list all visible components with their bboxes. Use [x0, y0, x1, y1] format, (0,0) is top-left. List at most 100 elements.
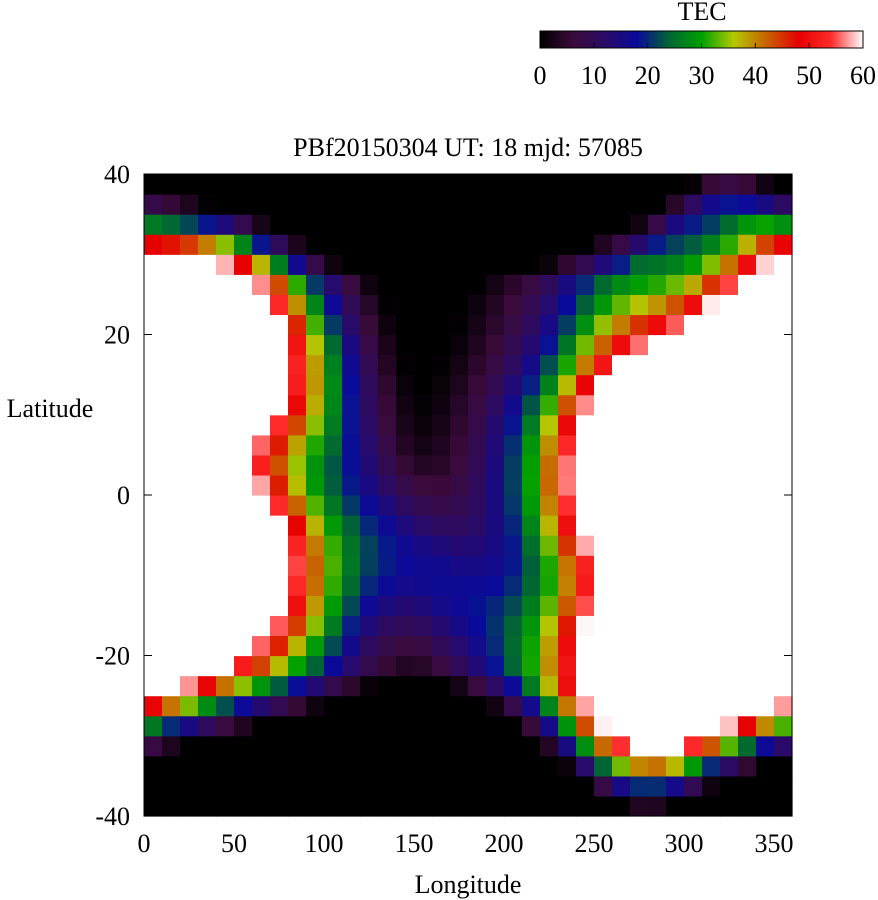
heatmap-cell [198, 555, 217, 576]
heatmap-cell [648, 595, 667, 616]
heatmap-cell [414, 755, 433, 777]
heatmap-cell [648, 735, 667, 757]
heatmap-cell [288, 454, 307, 476]
heatmap-cell [486, 615, 505, 637]
x-tick-label: 0 [138, 829, 151, 858]
heatmap-cell [630, 294, 649, 316]
heatmap-cell [666, 615, 685, 637]
heatmap-cell [684, 214, 703, 235]
heatmap-cell [594, 635, 613, 657]
heatmap-cell [216, 454, 235, 476]
heatmap-cell [756, 515, 775, 536]
heatmap-cell [360, 334, 379, 356]
heatmap-cell [342, 394, 361, 416]
heatmap-cell [324, 314, 343, 336]
heatmap-cell [648, 575, 667, 596]
heatmap-cell [684, 675, 703, 697]
heatmap-cell [648, 354, 667, 376]
heatmap-cell [378, 454, 397, 476]
heatmap-cell [594, 675, 613, 697]
heatmap-cell [522, 214, 541, 235]
heatmap-cell [360, 615, 379, 637]
heatmap-cell [702, 595, 721, 616]
heatmap-cell [306, 675, 325, 697]
heatmap-cell [594, 595, 613, 616]
heatmap-cell [162, 735, 181, 757]
heatmap-cell [702, 354, 721, 376]
heatmap-cell [594, 214, 613, 235]
heatmap-cell [684, 595, 703, 616]
heatmap-cell [576, 314, 595, 336]
heatmap-cell [234, 515, 253, 536]
heatmap-cell [468, 595, 487, 616]
heatmap-cell [378, 294, 397, 316]
heatmap-cell [684, 374, 703, 396]
heatmap-cell [684, 655, 703, 677]
heatmap-cell [306, 314, 325, 336]
heatmap-cell [720, 394, 739, 416]
heatmap-cell [216, 434, 235, 456]
heatmap-cell [378, 775, 397, 797]
heatmap-cell [162, 795, 181, 817]
heatmap-cell [144, 474, 163, 496]
heatmap-cell [432, 294, 451, 316]
heatmap-cell [342, 655, 361, 677]
heatmap-cell [288, 575, 307, 596]
heatmap-cell [720, 474, 739, 496]
heatmap-cell [450, 194, 469, 215]
heatmap-cell [738, 474, 757, 496]
heatmap-cell [414, 775, 433, 797]
heatmap-cell [738, 795, 757, 817]
heatmap-cell [558, 194, 577, 215]
heatmap-cell [594, 575, 613, 596]
y-tick-label: 20 [104, 321, 130, 350]
heatmap-cell [414, 515, 433, 536]
heatmap-cell [558, 314, 577, 336]
heatmap-cell [522, 555, 541, 576]
heatmap-cell [234, 655, 253, 677]
heatmap-cell [324, 454, 343, 476]
heatmap-cell [288, 655, 307, 677]
heatmap-cell [504, 214, 523, 235]
heatmap-cell [738, 314, 757, 336]
heatmap-cell [774, 294, 793, 316]
heatmap-cell [432, 194, 451, 215]
heatmap-cell [576, 354, 595, 376]
heatmap-cell [414, 655, 433, 677]
heatmap-cell [288, 294, 307, 316]
heatmap-cell [774, 414, 793, 436]
heatmap-cell [774, 615, 793, 637]
heatmap-cell [504, 334, 523, 356]
heatmap-cell [414, 354, 433, 376]
heatmap-cell [774, 334, 793, 356]
heatmap-cell [414, 414, 433, 436]
heatmap-cell [558, 334, 577, 356]
heatmap-cell [612, 174, 631, 195]
heatmap-cell [504, 474, 523, 496]
heatmap-cell [738, 755, 757, 777]
heatmap-cell [684, 334, 703, 356]
heatmap-cell [756, 454, 775, 476]
heatmap-cell [378, 254, 397, 275]
colorbar-tick-label: 10 [581, 61, 607, 90]
heatmap-cell [306, 795, 325, 817]
heatmap-cell [144, 374, 163, 396]
heatmap-cell [180, 454, 199, 476]
heatmap-cell [612, 314, 631, 336]
heatmap-cell [144, 535, 163, 556]
heatmap-cell [324, 635, 343, 657]
heatmap-cell [450, 675, 469, 697]
heatmap-cell [540, 194, 559, 215]
heatmap-cell [540, 695, 559, 717]
heatmap-cell [288, 795, 307, 817]
heatmap-cell [360, 314, 379, 336]
heatmap-cell [450, 434, 469, 456]
heatmap-cell [738, 454, 757, 476]
heatmap-cell [432, 414, 451, 436]
heatmap-cell [522, 334, 541, 356]
heatmap-cell [450, 234, 469, 255]
heatmap-cell [144, 274, 163, 295]
heatmap-cell [522, 454, 541, 476]
heatmap-cell [216, 555, 235, 576]
heatmap-cell [288, 555, 307, 576]
